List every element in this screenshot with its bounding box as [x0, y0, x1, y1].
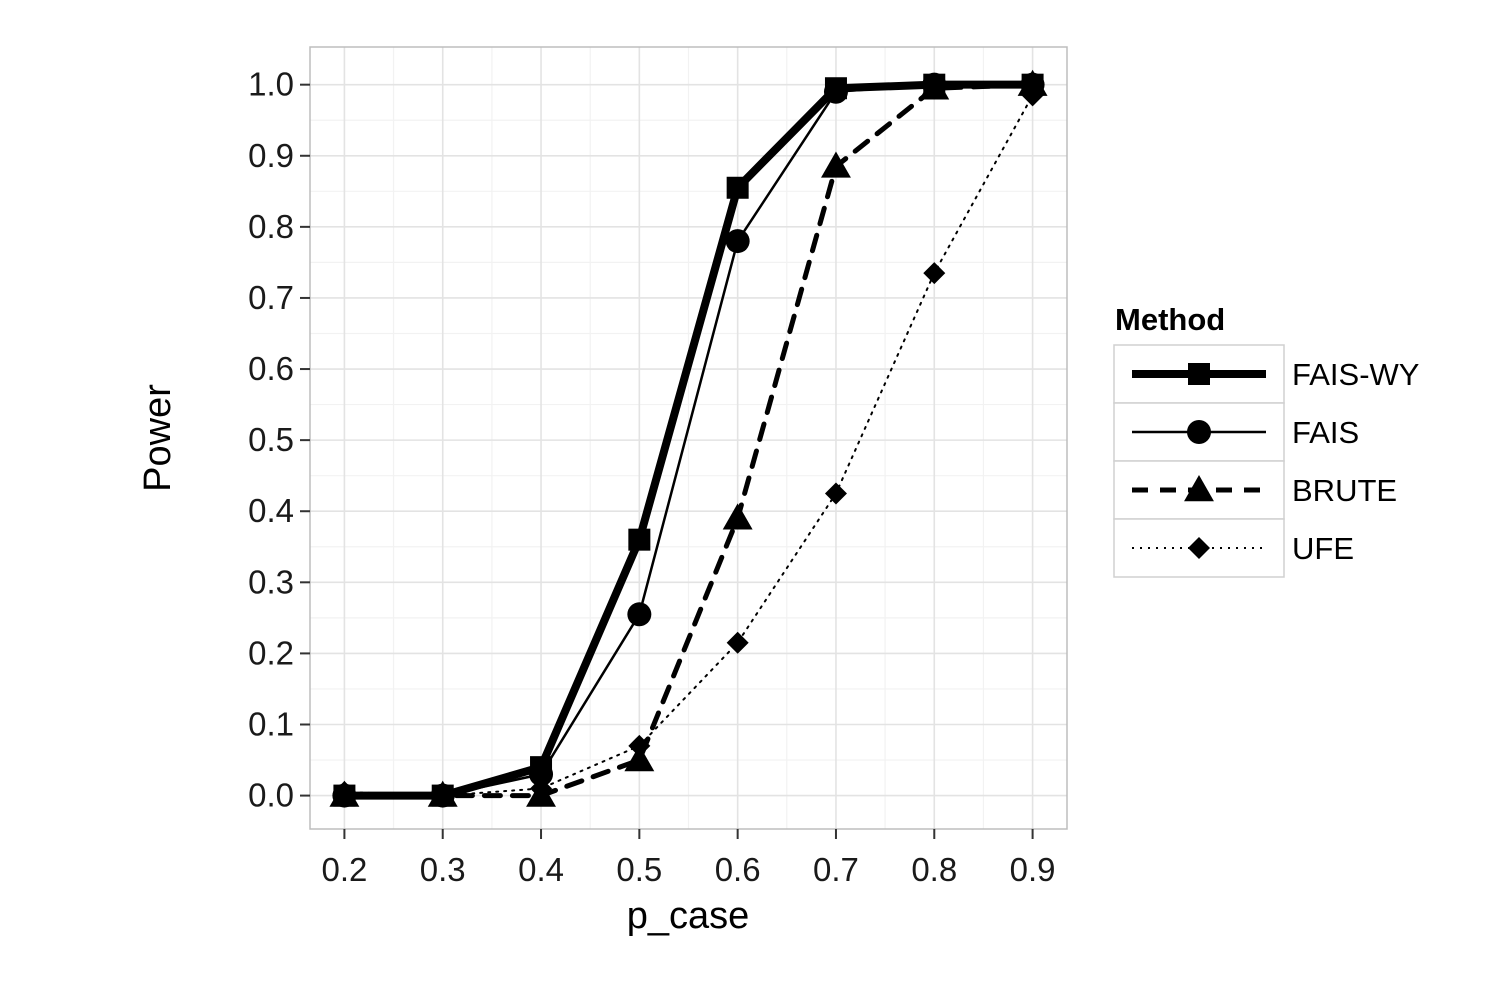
legend-item-fais: FAIS [1113, 402, 1359, 462]
grid-major [310, 47, 1067, 829]
legend-item-ufe: UFE [1113, 518, 1354, 578]
plot-panel [309, 46, 1068, 830]
point-fais [725, 229, 750, 254]
x-tick-label: 0.9 [1010, 851, 1056, 888]
y-axis-title: Power [137, 384, 179, 492]
x-tick-label: 0.7 [813, 851, 859, 888]
x-tick-label: 0.5 [616, 851, 662, 888]
y-axis: 0.0 0.1 0.2 0.3 0.4 0.5 0.6 0.7 0.8 0.9 1.0 [248, 66, 310, 814]
legend-title: Method [1115, 302, 1225, 337]
y-tick-label: 0.6 [248, 350, 294, 387]
x-tick-label: 0.3 [420, 851, 466, 888]
legend-key-marker [1187, 420, 1211, 444]
legend-item-brute: BRUTE [1113, 460, 1397, 520]
y-tick-label: 0.3 [248, 563, 294, 600]
point-fais-wy [923, 73, 946, 96]
series-line-fais-wy [340, 80, 1037, 800]
x-tick-label: 0.8 [911, 851, 957, 888]
y-tick-label: 0.4 [248, 492, 294, 529]
legend: Method FAIS-WY FAIS BRUTE UFE [1113, 302, 1419, 578]
point-brute [821, 151, 851, 178]
point-ufe [824, 482, 847, 505]
y-tick-label: 0.7 [248, 279, 294, 316]
y-tick-label: 0.9 [248, 137, 294, 174]
legend-label: UFE [1292, 531, 1354, 566]
point-fais-wy [1021, 73, 1044, 96]
legend-item-fais-wy: FAIS-WY [1113, 344, 1419, 404]
point-fais-wy [628, 528, 651, 551]
point-ufe [726, 631, 749, 654]
legend-key-marker [1188, 363, 1210, 385]
point-ufe [923, 262, 946, 285]
x-axis: 0.2 0.3 0.4 0.5 0.6 0.7 0.8 0.9 [321, 829, 1056, 888]
point-fais-wy [333, 784, 356, 807]
point-brute [526, 780, 556, 807]
x-tick-label: 0.2 [321, 851, 367, 888]
legend-key-marker [1188, 537, 1210, 559]
series-line-brute [341, 82, 1036, 799]
y-tick-label: 0.0 [248, 777, 294, 814]
point-fais-wy [824, 77, 847, 100]
series-fais-wy [333, 73, 1044, 807]
y-tick-label: 0.8 [248, 208, 294, 245]
x-axis-title: p_case [627, 895, 750, 937]
y-tick-label: 0.5 [248, 421, 294, 458]
point-fais [627, 602, 652, 627]
legend-label: FAIS-WY [1292, 357, 1419, 392]
point-brute [722, 503, 753, 530]
legend-key-marker [1184, 475, 1214, 502]
y-tick-label: 0.1 [248, 705, 294, 742]
legend-label: FAIS [1292, 415, 1359, 450]
x-tick-label: 0.4 [518, 851, 564, 888]
y-tick-label: 0.2 [248, 634, 294, 671]
point-brute [624, 745, 655, 772]
y-tick-label: 1.0 [248, 66, 294, 103]
x-tick-label: 0.6 [715, 851, 761, 888]
point-fais-wy [726, 176, 749, 199]
point-fais-wy [431, 784, 454, 807]
series-layer [329, 69, 1048, 808]
grid-minor [310, 47, 1067, 829]
point-fais-wy [530, 756, 553, 779]
legend-label: BRUTE [1292, 473, 1397, 508]
